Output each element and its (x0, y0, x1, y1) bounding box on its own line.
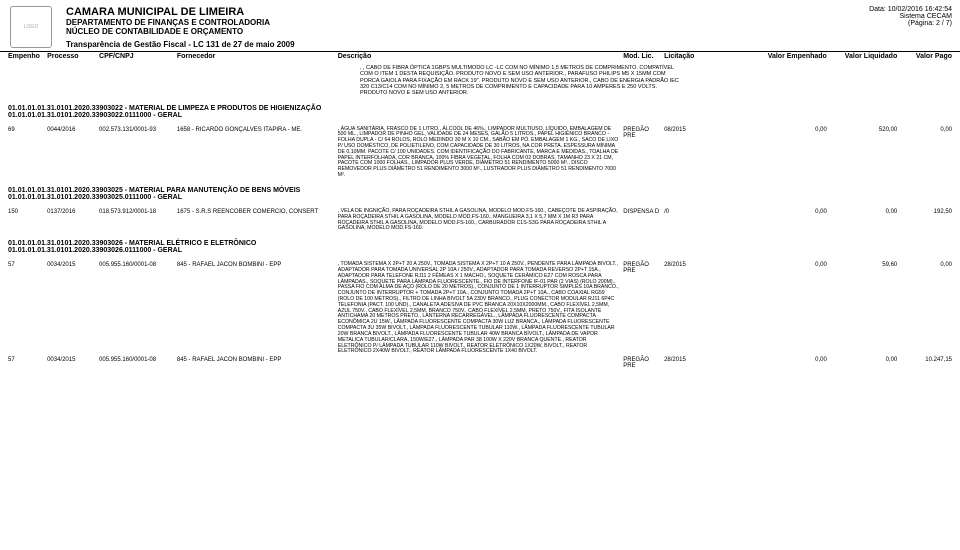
column-headers: Empenho Processo CPF/CNPJ Fornecedor Des… (0, 51, 960, 61)
cell-licitacao: 28/2015 (664, 357, 756, 369)
section-code-1a: 01.01.01.01.31.0101.2020.33903022 - MATE… (8, 105, 960, 112)
cell-valpag: 10.247,15 (901, 357, 952, 369)
table-row: 150 0137/2016 018.573.912/0001-18 1675 -… (0, 209, 960, 232)
table-row: 57 0034/2015 005.955.160/0001-08 845 - R… (0, 357, 960, 369)
cell-cpfcnpj: 018.573.912/0001-18 (99, 209, 173, 232)
section-code-3a: 01.01.01.01.31.0101.2020.33903026 - MATE… (8, 240, 960, 247)
cell-fornecedor: 845 - RAFAEL JACON BOMBINI - EPP (177, 262, 334, 355)
col-cpfcnpj: CPF/CNPJ (99, 53, 173, 60)
cell-fornecedor: 845 - RAFAEL JACON BOMBINI - EPP (177, 357, 334, 369)
cell-valemp: 0,00 (760, 262, 826, 355)
title-block: CAMARA MUNICIPAL DE LIMEIRA DEPARTAMENTO… (66, 6, 952, 49)
cell-modlic: PREGÃO PRE (623, 127, 660, 179)
report-page: (Página: 2 / 7) (869, 20, 952, 27)
cell-licitacao: /0 (664, 209, 756, 232)
cell-empenho: 150 (8, 209, 43, 232)
cell-processo: 0137/2016 (47, 209, 95, 232)
cell-valliq: 59,60 (831, 262, 897, 355)
cell-processo: 0034/2015 (47, 262, 95, 355)
cell-modlic: PREGÃO PRE (623, 262, 660, 355)
cell-empenho: 57 (8, 262, 43, 355)
header-meta: Data: 10/02/2016 16:42:54 Sistema CECAM … (869, 6, 952, 27)
cell-valpag: 0,00 (901, 127, 952, 179)
col-valliq: Valor Liquidado (831, 53, 897, 60)
cell-cpfcnpj: 005.955.160/0001-08 (99, 262, 173, 355)
cell-descricao: , VELA DE INGNIÇÃO, PARA ROÇADEIRA STHIL… (338, 209, 619, 232)
report-header: LOGO CAMARA MUNICIPAL DE LIMEIRA DEPARTA… (0, 0, 960, 51)
cell-fornecedor: 1675 - S.R.S REENCOBER COMERCIO, CONSERT (177, 209, 334, 232)
col-descricao: Descrição (338, 53, 619, 60)
cell-empenho: 57 (8, 357, 43, 369)
org-logo: LOGO (10, 6, 52, 48)
cell-processo: 0034/2015 (47, 357, 95, 369)
cell-cpfcnpj: 002.573.131/0001-93 (99, 127, 173, 179)
col-licitacao: Licitação (664, 53, 756, 60)
org-title-3: NÚCLEO DE CONTABILIDADE E ORÇAMENTO (66, 27, 952, 36)
cell-valliq: 0,00 (831, 209, 897, 232)
cell-cpfcnpj: 005.955.160/0001-08 (99, 357, 173, 369)
section-code-2a: 01.01.01.01.31.0101.2020.33903025 - MATE… (8, 187, 960, 194)
col-empenho: Empenho (8, 53, 43, 60)
col-valpag: Valor Pago (901, 53, 952, 60)
section-code-2b: 01.01.01.01.31.0101.2020.33903025.011100… (8, 194, 960, 201)
cell-valliq: 520,00 (831, 127, 897, 179)
col-modlic: Mod. Lic. (623, 53, 660, 60)
cell-valliq: 0,00 (831, 357, 897, 369)
report-date: Data: 10/02/2016 16:42:54 (869, 6, 952, 13)
cell-valemp: 0,00 (760, 357, 826, 369)
cell-empenho: 69 (8, 127, 43, 179)
cell-licitacao: 28/2015 (664, 262, 756, 355)
cell-valpag: 192,50 (901, 209, 952, 232)
cell-processo: 0044/2016 (47, 127, 95, 179)
org-title-2: DEPARTAMENTO DE FINANÇAS E CONTROLADORIA (66, 18, 952, 27)
col-fornecedor: Fornecedor (177, 53, 334, 60)
cell-modlic: PREGÃO PRE (623, 357, 660, 369)
col-valemp: Valor Empenhado (760, 53, 826, 60)
section-code-3b: 01.01.01.01.31.0101.2020.33903026.011100… (8, 247, 960, 254)
cell-valpag: 0,00 (901, 262, 952, 355)
cell-licitacao: 08/2015 (664, 127, 756, 179)
table-row: 57 0034/2015 005.955.160/0001-08 845 - R… (0, 262, 960, 355)
cell-valemp: 0,00 (760, 209, 826, 232)
cell-descricao (338, 357, 619, 369)
col-processo: Processo (47, 53, 95, 60)
cell-descricao: , ÁGUA SANITÁRIA, FRASCO DE 1 LITRO., ÁL… (338, 127, 619, 179)
continued-description: , , CABO DE FIBRA ÓPTICA 1GBPS MULTIMODO… (360, 65, 680, 97)
report-system: Sistema CECAM (869, 13, 952, 20)
section-code-1b: 01.01.01.01.31.0101.2020.33903022.011100… (8, 112, 960, 119)
cell-descricao: , TOMADA SISTEMA X 2P+T 20 A 250V., TOMA… (338, 262, 619, 355)
report-subtitle: Transparência de Gestão Fiscal - LC 131 … (66, 40, 952, 49)
table-row: 69 0044/2016 002.573.131/0001-93 1658 - … (0, 127, 960, 179)
cell-fornecedor: 1658 - RICARDO GONÇALVES ITAPIRA - ME. (177, 127, 334, 179)
org-title-1: CAMARA MUNICIPAL DE LIMEIRA (66, 6, 952, 18)
cell-modlic: DISPENSA D (623, 209, 660, 232)
cell-valemp: 0,00 (760, 127, 826, 179)
